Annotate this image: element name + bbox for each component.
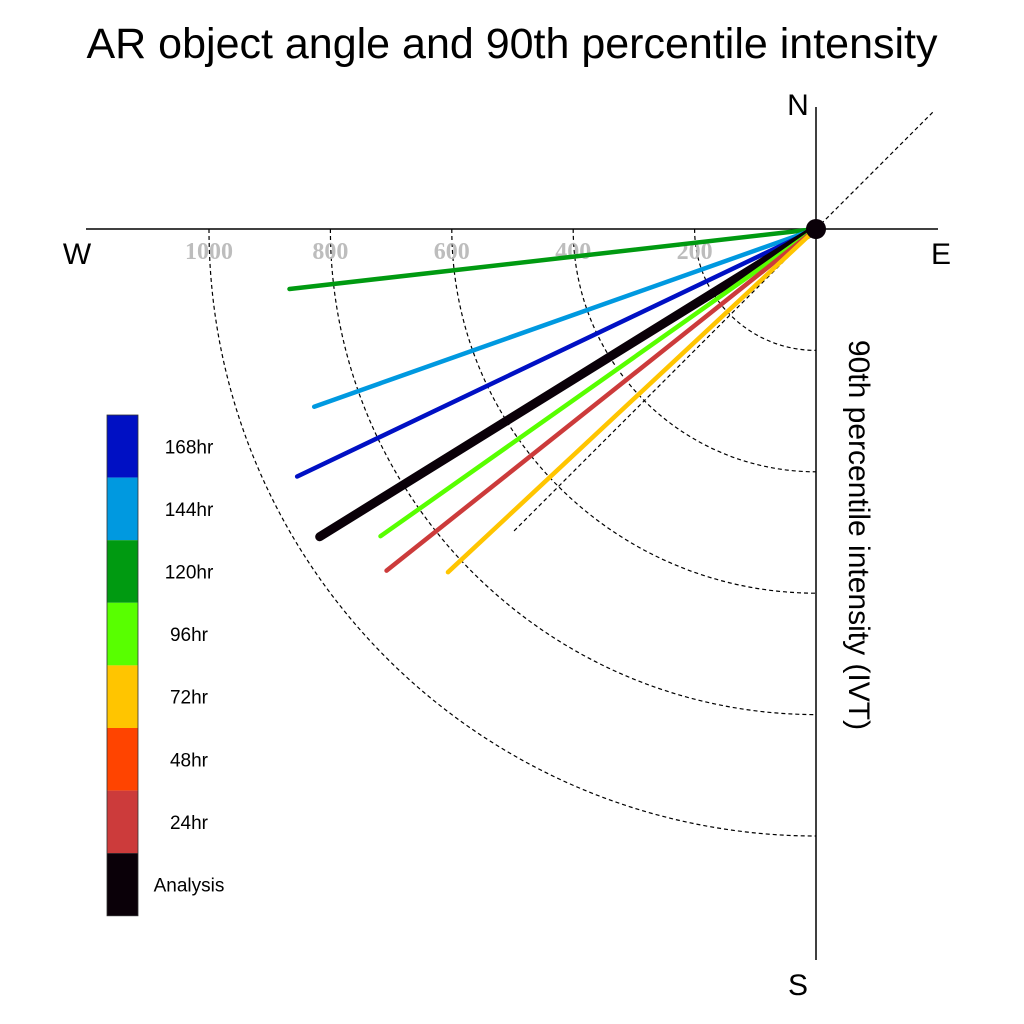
range-ring-4 <box>329 228 817 716</box>
y-axis-label: 90th percentile intensity (IVT) <box>842 340 875 730</box>
legend-swatch-144hr <box>107 477 138 541</box>
legend-label-72hr: 72hr <box>170 688 209 709</box>
diagonal-reference-line <box>511 111 934 534</box>
compass-axes <box>86 107 938 960</box>
origin-point <box>806 219 826 239</box>
series-line-24hr <box>384 226 819 573</box>
compass-north-label: N <box>787 89 809 122</box>
compass-east-label: E <box>931 238 951 271</box>
legend-label-24hr: 24hr <box>170 813 209 834</box>
range-ring-3 <box>451 228 817 594</box>
legend-label-168hr: 168hr <box>165 437 214 458</box>
series-line-analysis <box>315 224 821 542</box>
legend-swatch-168hr <box>107 415 138 478</box>
legend-label-120hr: 120hr <box>165 563 214 584</box>
legend-swatch-72hr <box>107 665 138 728</box>
range-rings <box>208 111 934 837</box>
legend-label-48hr: 48hr <box>170 750 209 771</box>
series-line-96hr <box>378 226 819 539</box>
chart-title: AR object angle and 90th percentile inte… <box>87 20 938 68</box>
legend-swatch-48hr <box>107 728 138 791</box>
compass-west-label: W <box>63 238 92 271</box>
legend: 168hr 144hr 120hr 96hr 72hr 48hr 24hr Analysis <box>106 414 225 917</box>
series-line-120hr <box>287 226 819 292</box>
legend-label-96hr: 96hr <box>170 625 209 646</box>
range-ring-5 <box>208 228 817 837</box>
legend-swatch-24hr <box>107 790 138 854</box>
series-lines <box>287 224 821 575</box>
range-tick-label: 400 <box>555 239 591 265</box>
series-line-144hr <box>311 226 819 409</box>
range-ring-1 <box>694 228 817 351</box>
range-tick-label: 1000 <box>185 239 233 265</box>
legend-swatch-120hr <box>107 540 138 603</box>
legend-label-144hr: 144hr <box>165 500 214 521</box>
series-line-72hr <box>445 226 819 575</box>
legend-swatch-analysis <box>107 853 138 916</box>
legend-swatch-96hr <box>107 602 138 666</box>
legend-label-analysis: Analysis <box>154 876 225 897</box>
range-tick-label: 800 <box>312 239 348 265</box>
series-line-168hr <box>294 226 819 479</box>
range-tick-label: 600 <box>434 239 470 265</box>
legend-border <box>106 414 139 917</box>
compass-south-label: S <box>788 969 808 1002</box>
